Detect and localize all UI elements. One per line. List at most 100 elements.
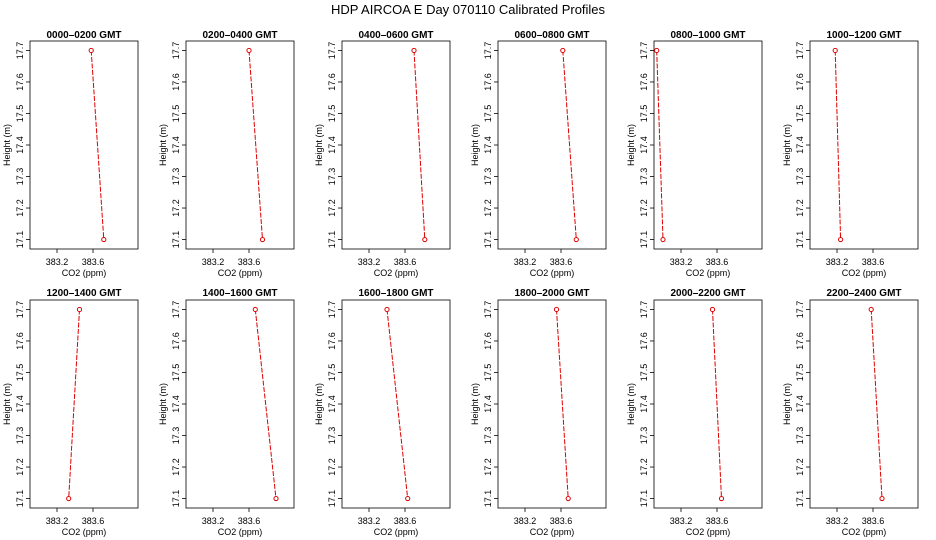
data-point — [273, 495, 279, 502]
y-tick-label: 17.3 — [171, 168, 181, 186]
y-tick-label: 17.1 — [327, 231, 337, 249]
y-tick-label: 17.5 — [639, 364, 649, 382]
x-axis-label: CO2 (ppm) — [218, 268, 263, 278]
y-tick-label: 17.5 — [171, 105, 181, 123]
x-tick-label: 383.6 — [862, 257, 885, 267]
y-tick-label: 17.2 — [483, 199, 493, 217]
series-line — [248, 50, 263, 240]
panel-7: 1200–1400 GMT 17.1 17.2 17.3 17.4 17.5 17.6 17.… — [2, 288, 139, 537]
y-axis-label: Height (m) — [158, 124, 168, 166]
y-tick-label: 17.3 — [483, 168, 493, 186]
y-tick-label: 17.6 — [171, 332, 181, 350]
plot-frame — [341, 40, 451, 250]
x-tick-label: 383.2 — [826, 257, 849, 267]
y-tick-label: 17.2 — [639, 199, 649, 217]
y-tick-label: 17.1 — [639, 490, 649, 508]
y-tick-label: 17.2 — [327, 458, 337, 476]
data-point — [553, 306, 560, 313]
y-tick-label: 17.4 — [15, 136, 25, 154]
y-tick-label: 17.1 — [483, 490, 493, 508]
y-tick-label: 17.7 — [327, 42, 337, 60]
plot-frame — [185, 40, 295, 250]
x-axis-label: CO2 (ppm) — [686, 268, 731, 278]
panel-8: 1400–1600 GMT 17.1 17.2 17.3 17.4 17.5 17.6 17.… — [158, 288, 295, 537]
y-tick-label: 17.4 — [171, 136, 181, 154]
panel-9: 1600–1800 GMT 17.1 17.2 17.3 17.4 17.5 17.6 17.… — [314, 288, 451, 537]
data-point — [573, 236, 579, 243]
plot-frame — [653, 40, 763, 250]
plot-frame — [29, 299, 139, 509]
y-tick-label: 17.5 — [327, 364, 337, 382]
y-tick-label: 17.4 — [795, 136, 805, 154]
data-point — [405, 495, 411, 502]
y-tick-label: 17.3 — [639, 168, 649, 186]
y-axis-label: Height (m) — [158, 383, 168, 425]
y-tick-label: 17.7 — [171, 42, 181, 60]
y-tick-label: 17.5 — [483, 364, 493, 382]
series-line — [68, 309, 80, 499]
y-tick-label: 17.1 — [639, 231, 649, 249]
x-axis-label: CO2 (ppm) — [62, 268, 107, 278]
series-line — [413, 50, 426, 240]
panel-5: 0800–1000 GMT 17.1 17.2 17.3 17.4 17.5 17.6 17.… — [626, 30, 763, 278]
panel-1: 0000–0200 GMT 17.1 17.2 17.3 17.4 17.5 17.6 17.… — [2, 30, 139, 278]
plot-frame — [809, 40, 919, 250]
data-point — [565, 495, 571, 502]
panel-title: 1800–2000 GMT — [514, 288, 589, 299]
y-tick-label: 17.2 — [795, 458, 805, 476]
series-line — [834, 50, 842, 240]
y-tick-label: 17.6 — [327, 73, 337, 91]
y-tick-label: 17.2 — [15, 458, 25, 476]
plot-frame — [341, 299, 451, 509]
panel-3: 0400–0600 GMT 17.1 17.2 17.3 17.4 17.5 17.6 17.… — [314, 30, 451, 278]
y-tick-label: 17.4 — [639, 395, 649, 413]
x-tick-label: 383.6 — [394, 516, 417, 526]
y-tick-label: 17.1 — [15, 231, 25, 249]
y-tick-label: 17.5 — [15, 364, 25, 382]
y-tick-label: 17.7 — [795, 42, 805, 60]
x-tick-label: 383.2 — [670, 257, 693, 267]
y-tick-label: 17.6 — [483, 332, 493, 350]
y-tick-label: 17.3 — [15, 427, 25, 445]
panel-6: 1000–1200 GMT 17.1 17.2 17.3 17.4 17.5 17.6 17.… — [782, 30, 919, 278]
series-line — [870, 309, 883, 499]
x-tick-label: 383.6 — [394, 257, 417, 267]
y-tick-label: 17.4 — [15, 395, 25, 413]
data-point — [832, 47, 838, 54]
series-line — [562, 50, 577, 240]
panel-title: 0000–0200 GMT — [46, 30, 121, 41]
y-tick-label: 17.6 — [15, 332, 25, 350]
x-axis-label: CO2 (ppm) — [842, 268, 887, 278]
data-point — [252, 306, 258, 313]
y-tick-label: 17.5 — [483, 105, 493, 123]
y-tick-label: 17.7 — [15, 301, 25, 319]
y-tick-label: 17.2 — [639, 458, 649, 476]
y-tick-label: 17.6 — [483, 73, 493, 91]
y-tick-label: 17.6 — [795, 73, 805, 91]
data-point — [259, 236, 266, 243]
x-axis-label: CO2 (ppm) — [686, 527, 731, 537]
x-tick-label: 383.6 — [238, 257, 261, 267]
panel-title: 1000–1200 GMT — [826, 30, 901, 41]
data-point — [384, 306, 390, 313]
y-tick-label: 17.6 — [15, 73, 25, 91]
x-tick-label: 383.6 — [82, 257, 105, 267]
y-tick-label: 17.6 — [795, 332, 805, 350]
plot-frame — [29, 40, 139, 250]
x-tick-label: 383.6 — [706, 516, 729, 526]
y-tick-label: 17.1 — [171, 231, 181, 249]
x-tick-label: 383.6 — [82, 516, 105, 526]
y-tick-label: 17.2 — [795, 199, 805, 217]
y-tick-label: 17.3 — [171, 427, 181, 445]
y-tick-label: 17.5 — [795, 105, 805, 123]
y-tick-label: 17.3 — [639, 427, 649, 445]
x-axis-label: CO2 (ppm) — [374, 527, 419, 537]
y-axis-label: Height (m) — [782, 383, 792, 425]
series-line — [556, 309, 569, 499]
y-tick-label: 17.7 — [483, 42, 493, 60]
data-point — [560, 47, 566, 54]
series-line — [90, 50, 105, 240]
x-tick-label: 383.6 — [550, 257, 573, 267]
y-tick-label: 17.1 — [171, 490, 181, 508]
